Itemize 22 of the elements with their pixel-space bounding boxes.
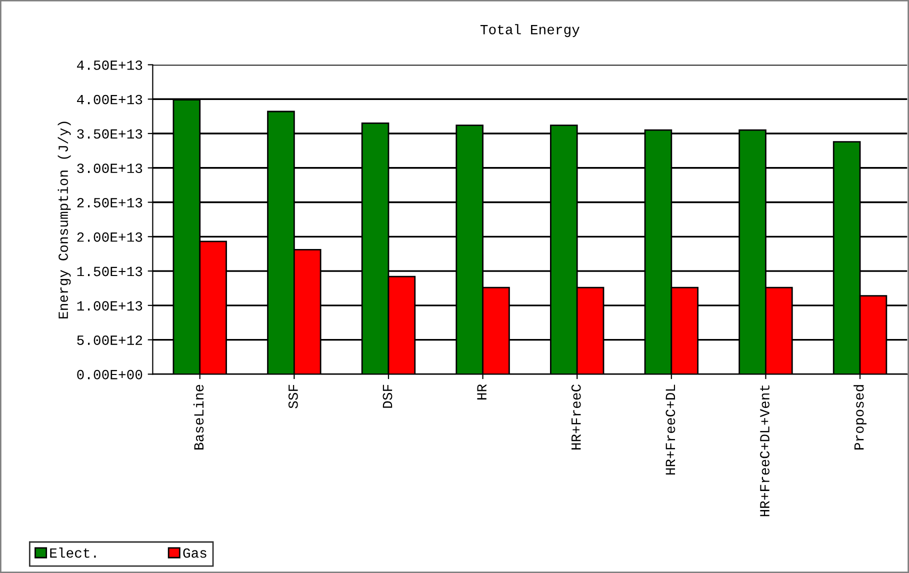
legend-label: Gas	[183, 548, 206, 558]
x-tick-label: Proposed	[854, 385, 866, 450]
y-tick-label: 1.50E+13	[77, 266, 142, 276]
y-tick-label: 5.00E+12	[77, 336, 142, 345]
y-tick-label: 4.00E+13	[77, 94, 142, 104]
y-tick-label: 0.00E+00	[77, 370, 142, 380]
y-tick-label: 3.50E+13	[77, 129, 142, 139]
y-tick-label: 2.00E+13	[77, 232, 142, 242]
y-tick-label: 3.00E+13	[77, 164, 142, 174]
y-axis-title: Energy Consumption (J/y)	[58, 122, 71, 318]
x-tick-label: SSF	[288, 384, 298, 408]
y-tick-label: 4.50E+13	[77, 60, 142, 70]
y-tick-label: 2.50E+13	[77, 198, 142, 208]
chart-title: Total Energy	[480, 24, 580, 38]
x-tick-label: HR+FreeC	[571, 384, 581, 450]
x-tick-label: BaseLine	[193, 384, 204, 450]
x-tick-label: HR+FreeC+DL	[666, 384, 676, 474]
y-tick-label: 1.00E+13	[77, 301, 142, 311]
legend-label: Elect.	[50, 548, 96, 558]
x-tick-label: DSF	[382, 384, 392, 408]
x-tick-label: HR	[477, 384, 486, 400]
x-tick-label: HR+FreeC+DL+Vent	[760, 385, 770, 516]
